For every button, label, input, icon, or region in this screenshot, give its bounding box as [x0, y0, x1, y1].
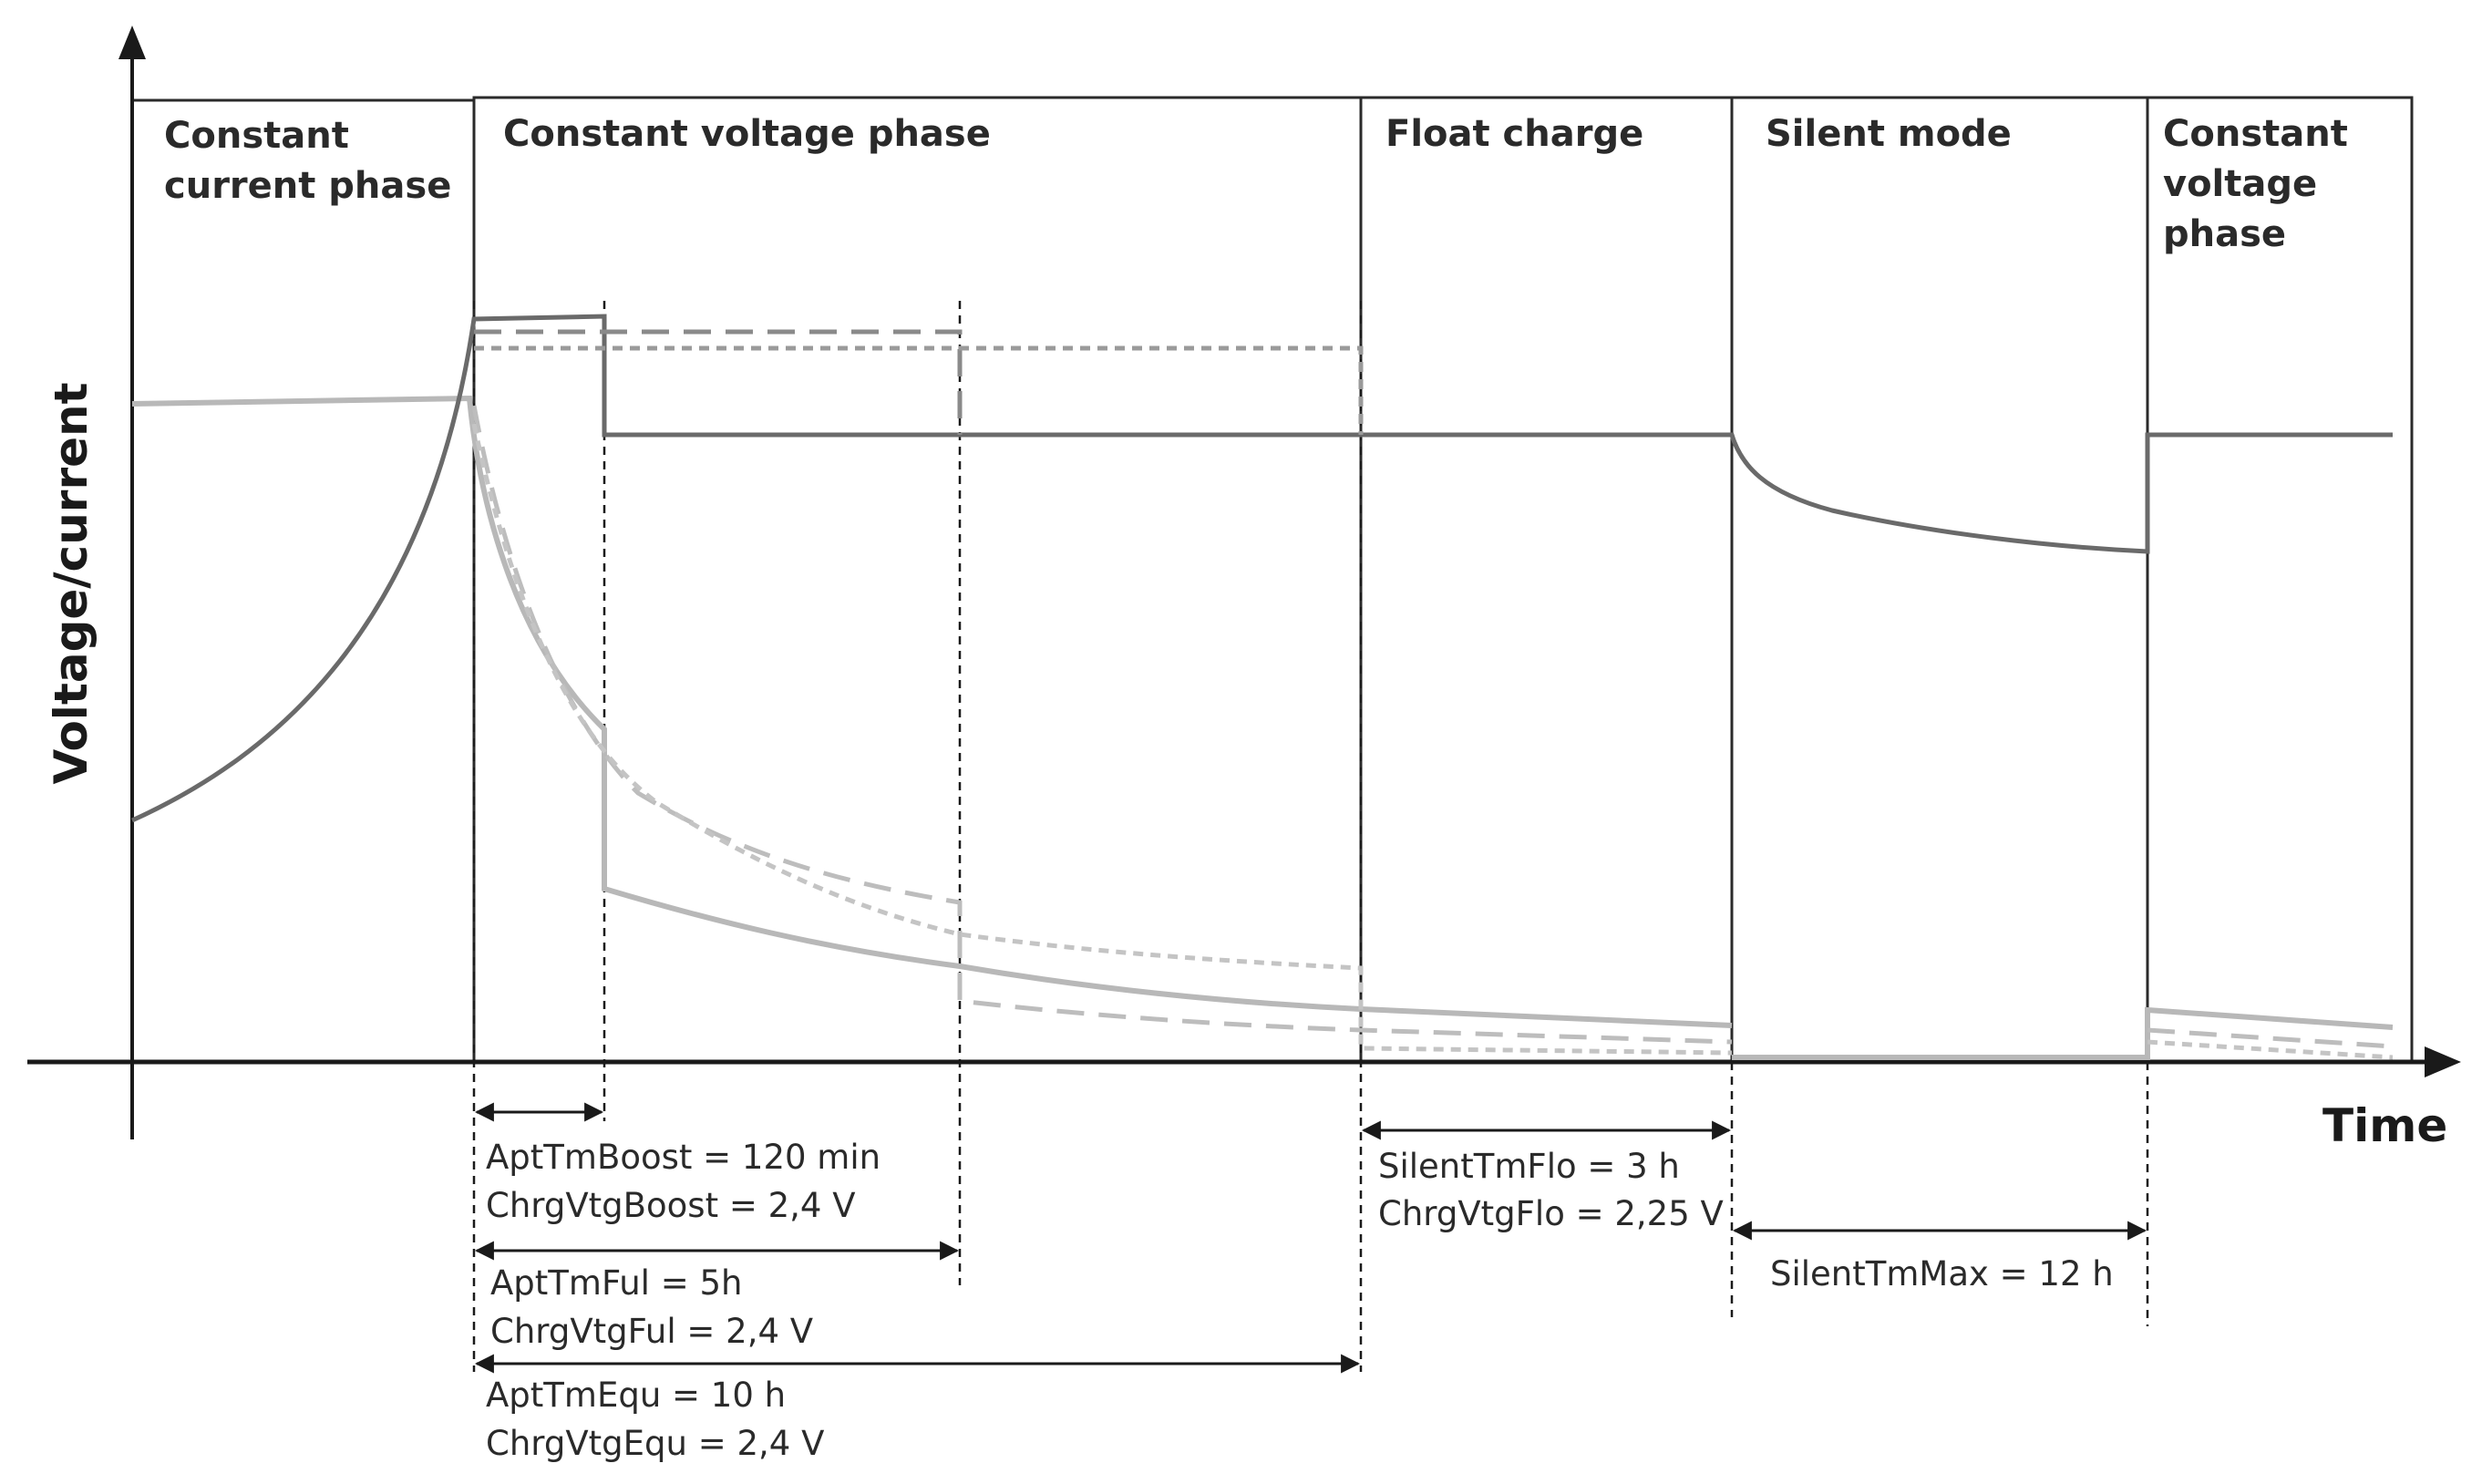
voltage-curve-dotted	[474, 345, 1364, 435]
phase-box-constant-voltage	[472, 96, 1363, 1064]
full-annotation: AptTmFul = 5h ChrgVtgFul = 2,4 V	[490, 1263, 813, 1351]
y-axis-arrow-icon	[118, 26, 146, 59]
current-curve-dashed	[471, 405, 2394, 1049]
phase-titles: Constant current phase Constant voltage …	[164, 113, 2361, 255]
current-curve-solid	[131, 395, 2394, 1060]
duration-arrows	[474, 1102, 2147, 1374]
voltage-curves	[130, 314, 2393, 823]
voltage-curve-dashed	[474, 329, 963, 435]
phase-box-float-charge	[1359, 96, 1734, 1064]
phase-title-constant-current: Constant current phase	[164, 115, 451, 207]
phase-title-constant-voltage-2: Constant voltage phase	[2163, 113, 2361, 255]
float-annotation: SilentTmFlo = 3 h ChrgVtgFlo = 2,25 V	[1378, 1147, 1724, 1233]
current-curves	[131, 395, 2394, 1060]
boost-annotation: AptTmBoost = 120 min ChrgVtgBoost = 2,4 …	[486, 1138, 891, 1225]
voltage-curve-solid	[130, 314, 2393, 823]
axes: Voltage/current Time	[27, 26, 2461, 1152]
x-axis-arrow-icon	[2425, 1046, 2461, 1077]
phase-box-silent-mode	[1730, 96, 2149, 1064]
duration-annotations: AptTmBoost = 120 min ChrgVtgBoost = 2,4 …	[486, 1138, 2114, 1463]
equ-annotation: AptTmEqu = 10 h ChrgVtgEqu = 2,4 V	[486, 1376, 824, 1463]
phase-title-float-charge: Float charge	[1385, 113, 1643, 155]
phase-title-constant-voltage: Constant voltage phase	[503, 113, 991, 155]
phase-title-silent-mode: Silent mode	[1766, 113, 2012, 155]
y-axis-label: Voltage/current	[45, 382, 98, 784]
x-axis-label: Time	[2322, 1099, 2447, 1152]
current-curve-dotted	[471, 423, 2394, 1060]
time-guides	[472, 301, 2149, 1372]
phase-box-constant-current	[130, 98, 476, 1064]
silent-annotation: SilentTmMax = 12 h	[1770, 1254, 2114, 1293]
